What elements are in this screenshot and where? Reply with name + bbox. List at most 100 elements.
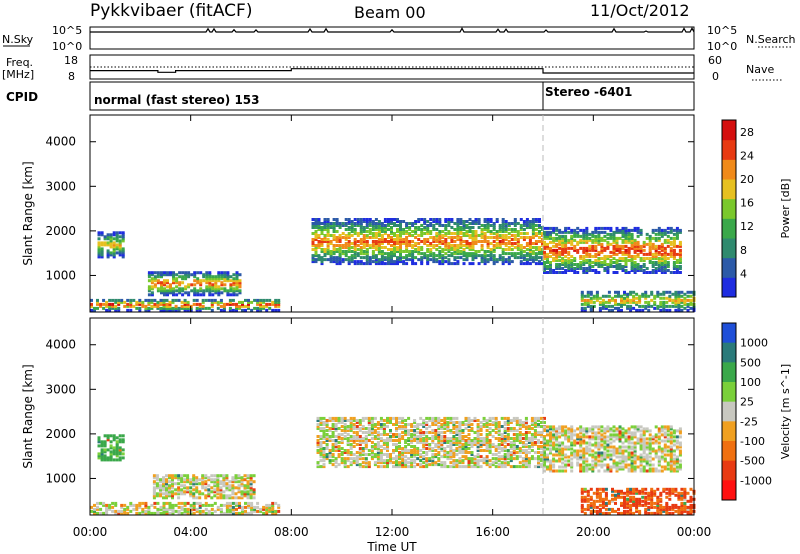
heatmap-cell bbox=[603, 269, 607, 272]
heatmap-cell bbox=[204, 306, 208, 310]
heatmap-cell bbox=[609, 255, 613, 258]
heatmap-cell bbox=[174, 482, 178, 486]
heatmap-cell bbox=[141, 509, 145, 513]
heatmap-cell bbox=[438, 252, 442, 256]
heatmap-cell bbox=[100, 440, 104, 444]
heatmap-cell bbox=[531, 222, 535, 225]
heatmap-cell bbox=[561, 252, 565, 256]
heatmap-cell bbox=[594, 433, 598, 437]
heatmap-cell bbox=[390, 258, 393, 262]
heatmap-cell bbox=[277, 298, 281, 302]
heatmap-cell bbox=[438, 254, 442, 258]
heatmap-cell bbox=[614, 300, 617, 304]
heatmap-cell bbox=[115, 446, 119, 450]
heatmap-cell bbox=[147, 300, 151, 304]
heatmap-cell bbox=[618, 236, 622, 240]
heatmap-cell bbox=[422, 425, 426, 428]
heatmap-cell bbox=[639, 246, 643, 250]
heatmap-cell bbox=[474, 222, 478, 225]
heatmap-cell bbox=[615, 259, 619, 262]
heatmap-cell bbox=[582, 465, 586, 469]
heatmap-cell bbox=[518, 433, 522, 436]
heatmap-cell bbox=[473, 419, 477, 422]
heatmap-cell bbox=[607, 290, 611, 294]
heatmap-cell bbox=[246, 494, 250, 498]
heatmap-cell bbox=[630, 263, 634, 266]
heatmap-cell bbox=[531, 258, 535, 262]
heatmap-cell bbox=[350, 246, 354, 249]
heatmap-cell bbox=[534, 232, 538, 235]
heatmap-cell bbox=[168, 476, 171, 480]
heatmap-cell bbox=[325, 439, 329, 442]
heatmap-cell bbox=[226, 271, 230, 275]
heatmap-cell bbox=[323, 258, 327, 262]
heatmap-cell bbox=[471, 248, 475, 251]
heatmap-cell bbox=[444, 256, 448, 260]
heatmap-cell bbox=[564, 228, 568, 232]
heatmap-cell bbox=[467, 451, 471, 454]
heatmap-cell bbox=[350, 226, 354, 229]
heatmap-cell bbox=[503, 447, 507, 450]
heatmap-cell bbox=[231, 478, 235, 482]
heatmap-cell bbox=[570, 469, 574, 473]
heatmap-cell bbox=[332, 258, 336, 262]
heatmap-cell bbox=[408, 254, 412, 258]
heatmap-cell bbox=[674, 308, 678, 312]
heatmap-cell bbox=[402, 238, 406, 241]
heatmap-cell bbox=[422, 439, 426, 442]
heatmap-cell bbox=[379, 457, 383, 461]
heatmap-cell bbox=[494, 449, 498, 452]
heatmap-cell bbox=[638, 304, 642, 308]
heatmap-cell bbox=[235, 271, 239, 275]
heatmap-cell bbox=[222, 490, 226, 494]
heatmap-cell bbox=[115, 454, 119, 458]
heatmap-cell bbox=[370, 447, 374, 450]
heatmap-cell bbox=[432, 218, 436, 221]
heatmap-cell bbox=[621, 257, 625, 260]
heatmap-cell bbox=[477, 234, 481, 237]
heatmap-cell bbox=[510, 228, 514, 231]
heatmap-cell bbox=[395, 465, 398, 469]
heatmap-cell bbox=[240, 494, 244, 498]
heatmap-cell bbox=[198, 511, 202, 515]
heatmap-cell bbox=[450, 238, 454, 241]
heatmap-cell bbox=[359, 220, 363, 223]
heatmap-cell bbox=[607, 304, 611, 308]
heatmap-cell bbox=[235, 304, 238, 308]
heatmap-cell bbox=[503, 459, 507, 463]
heatmap-cell bbox=[656, 304, 660, 308]
heatmap-cell bbox=[237, 476, 241, 480]
heatmap-cell bbox=[325, 445, 329, 448]
heatmap-cell bbox=[429, 236, 433, 239]
heatmap-cell bbox=[471, 244, 475, 247]
heatmap-cell bbox=[340, 425, 344, 428]
date-title: 11/Oct/2012 bbox=[590, 1, 690, 20]
heatmap-cell bbox=[447, 246, 451, 249]
heatmap-cell bbox=[528, 224, 532, 227]
heatmap-cell bbox=[488, 431, 492, 434]
heatmap-cell bbox=[102, 503, 106, 507]
heatmap-cell bbox=[271, 501, 275, 505]
heatmap-cell bbox=[401, 431, 405, 434]
heatmap-cell bbox=[452, 463, 456, 467]
heatmap-cell bbox=[534, 240, 538, 243]
heatmap-cell bbox=[371, 242, 375, 245]
heatmap-cell bbox=[405, 224, 409, 227]
heatmap-cell bbox=[585, 261, 589, 264]
heatmap-cell bbox=[325, 457, 329, 461]
heatmap-cell bbox=[447, 232, 451, 235]
heatmap-cell bbox=[588, 441, 592, 445]
heatmap-cell bbox=[573, 453, 577, 457]
heatmap-cell bbox=[383, 256, 387, 260]
heatmap-cell bbox=[543, 455, 546, 459]
heatmap-cell bbox=[449, 447, 453, 450]
heatmap-cell bbox=[340, 457, 344, 461]
heatmap-cell bbox=[537, 459, 540, 463]
heatmap-cell bbox=[344, 246, 348, 249]
heatmap-cell bbox=[216, 488, 220, 492]
heatmap-cell bbox=[507, 260, 511, 264]
heatmap-cell bbox=[579, 255, 583, 258]
heatmap-cell bbox=[395, 433, 398, 436]
heatmap-cell bbox=[96, 505, 99, 509]
heatmap-cell bbox=[468, 244, 472, 247]
